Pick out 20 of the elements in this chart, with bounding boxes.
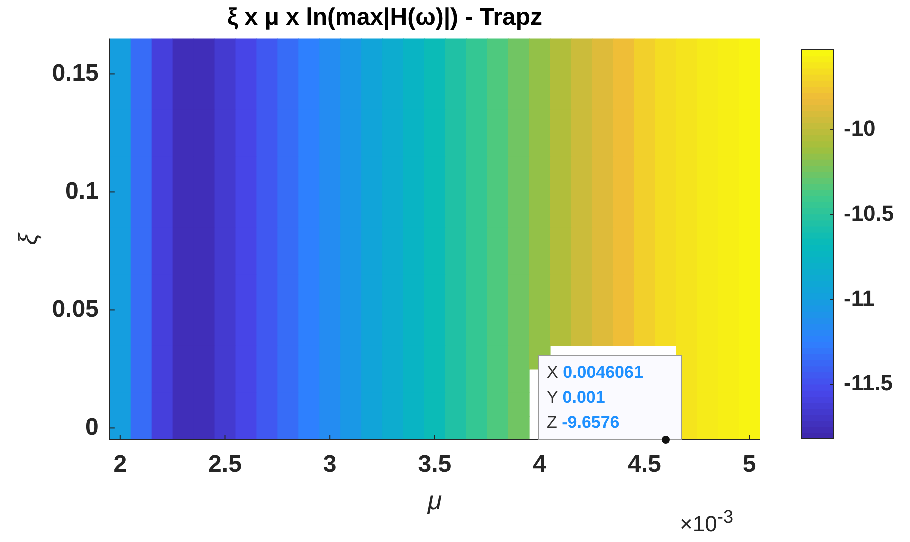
y-tick-label: 0.1 — [66, 178, 99, 205]
x-axis-title: μ — [426, 486, 442, 516]
x-tick-label: 3 — [323, 451, 337, 478]
annotation: X 0.0046061 Y 0.001 Z -9.6576 — [547, 363, 644, 432]
x-tick-label: 3.5 — [418, 451, 452, 478]
y-tick-label: 0.15 — [52, 60, 99, 87]
chart-title: ξ x μ x ln(max|H(ω)|) - Trapz — [227, 4, 543, 32]
x-tick-label: 2.5 — [208, 451, 242, 478]
x-tick-label: 5 — [742, 451, 756, 478]
x-tick-label: 4 — [533, 451, 548, 478]
text: ×10$^{-3}$ — [680, 506, 734, 538]
color-bar-label: -10 — [844, 116, 876, 141]
y-tick-label: 0 — [86, 414, 99, 441]
y-axis-title: ξ — [12, 232, 43, 246]
x-tick-label: 2 — [114, 451, 128, 478]
x-tick-label: 4.5 — [628, 451, 662, 478]
y-tick-label: 0.05 — [52, 296, 99, 323]
color-bar-label: -11.5 — [844, 370, 893, 396]
color-bar-label: -10.5 — [844, 200, 894, 226]
color-bar-label: -11 — [844, 286, 875, 311]
